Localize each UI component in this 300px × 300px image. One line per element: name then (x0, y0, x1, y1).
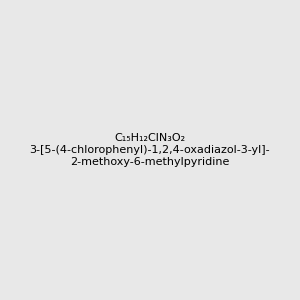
Text: C₁₅H₁₂ClN₃O₂
3-[5-(4-chlorophenyl)-1,2,4-oxadiazol-3-yl]-
2-methoxy-6-methylpyri: C₁₅H₁₂ClN₃O₂ 3-[5-(4-chlorophenyl)-1,2,4… (30, 134, 270, 166)
